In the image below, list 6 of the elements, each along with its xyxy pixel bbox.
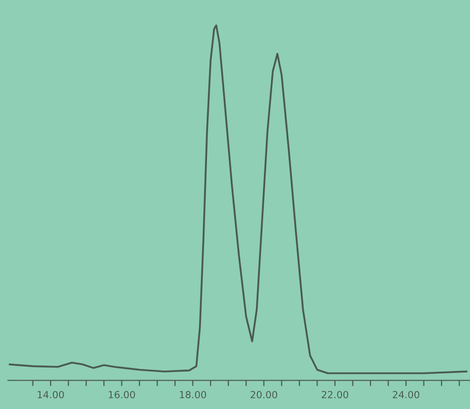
- x-tick-label: 18.00: [180, 390, 206, 398]
- x-tick-label: 20.00: [250, 390, 278, 398]
- x-tick-label: 24.00: [392, 390, 420, 398]
- x-tick-label: 22.00: [322, 390, 348, 398]
- x-tick-label: 16.00: [108, 390, 135, 398]
- x-tick-label: 14.00: [38, 390, 64, 398]
